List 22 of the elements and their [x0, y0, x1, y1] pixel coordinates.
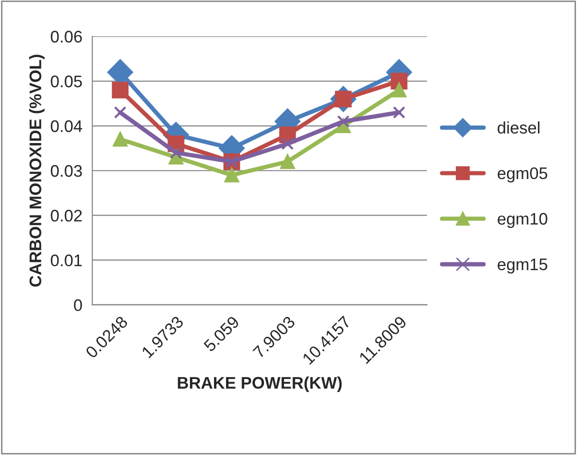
legend-label: egm15: [498, 258, 548, 274]
point: [392, 106, 406, 119]
y-tick-label: 0.03: [50, 165, 82, 177]
x-axis-title: BRAKE POWER(KW): [178, 376, 342, 392]
point: [281, 138, 294, 150]
y-tick-label: 0.04: [50, 120, 82, 132]
y-tick-label: 0.01: [50, 254, 82, 266]
legend-label: egm10: [498, 212, 548, 228]
y-tick-label: 0: [74, 299, 82, 312]
point: [392, 82, 406, 98]
y-axis-title: CARBON MONOXIDE (%VOL): [29, 54, 45, 287]
point: [112, 82, 129, 98]
y-tick-label: 0.05: [50, 76, 82, 88]
legend-label: diesel: [498, 121, 540, 134]
point: [114, 106, 126, 119]
legend-label: egm05: [498, 167, 548, 182]
y-tick-label: 0.06: [50, 30, 82, 43]
y-tick-label: 0.02: [50, 210, 82, 222]
point: [112, 132, 128, 147]
point: [224, 168, 240, 182]
point: [280, 154, 295, 169]
point: [170, 146, 182, 159]
